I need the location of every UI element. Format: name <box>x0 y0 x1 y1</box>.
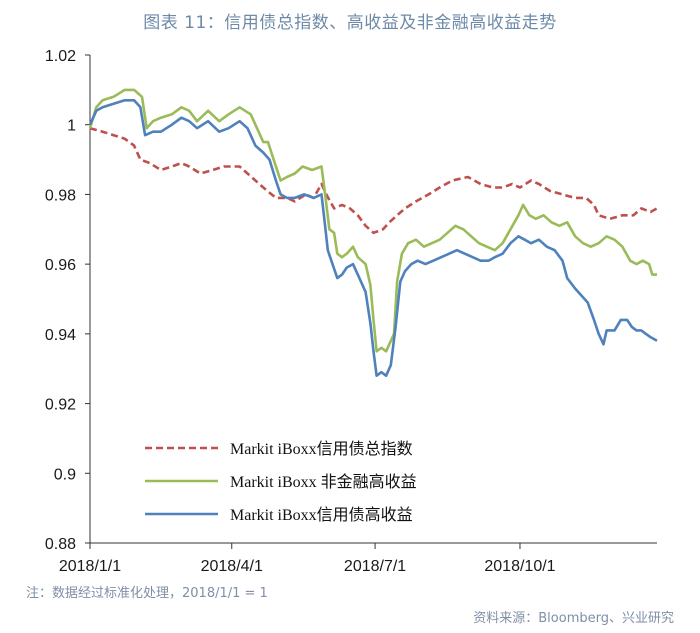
series-line-nonfin <box>88 88 657 353</box>
y-tick-labels: 1.02 1 0.98 0.96 0.94 0.92 0.9 0.88 <box>45 48 76 553</box>
series-line-hy <box>88 99 658 377</box>
legend-label-nonfin: Markit iBoxx 非金融高收益 <box>230 473 417 491</box>
x-tick-label: 2018/7/1 <box>344 558 406 575</box>
x-tick-label: 2018/4/1 <box>201 558 263 575</box>
y-tick-label: 1.02 <box>45 48 76 65</box>
y-tick-label: 0.94 <box>45 327 76 344</box>
y-tick-label: 0.96 <box>45 257 76 274</box>
y-tick-label: 0.98 <box>45 187 76 204</box>
legend: Markit iBoxx信用债总指数 Markit iBoxx 非金融高收益 Mar… <box>145 440 417 524</box>
chart-title: 图表 11：信用债总指数、高收益及非金融高收益走势 <box>143 13 557 33</box>
source-note: 资料来源：Bloomberg、兴业研究 <box>473 611 674 626</box>
axes <box>85 54 657 549</box>
y-tick-label: 1 <box>67 118 76 135</box>
y-tick-label: 0.92 <box>45 397 76 414</box>
x-tick-label: 2018/1/1 <box>59 558 121 575</box>
x-tick-labels: 2018/1/1 2018/4/1 2018/7/1 2018/10/1 <box>59 558 556 575</box>
series-line-total <box>89 126 658 235</box>
series-lines <box>88 88 658 377</box>
legend-label-hy: Markit iBoxx信用债高收益 <box>230 506 413 524</box>
legend-label-total: Markit iBoxx信用债总指数 <box>230 440 413 458</box>
x-tick-label: 2018/10/1 <box>484 558 555 575</box>
y-tick-label: 0.9 <box>54 466 76 483</box>
y-tick-label: 0.88 <box>45 536 76 553</box>
footnote: 注：数据经过标准化处理，2018/1/1 = 1 <box>26 586 268 601</box>
